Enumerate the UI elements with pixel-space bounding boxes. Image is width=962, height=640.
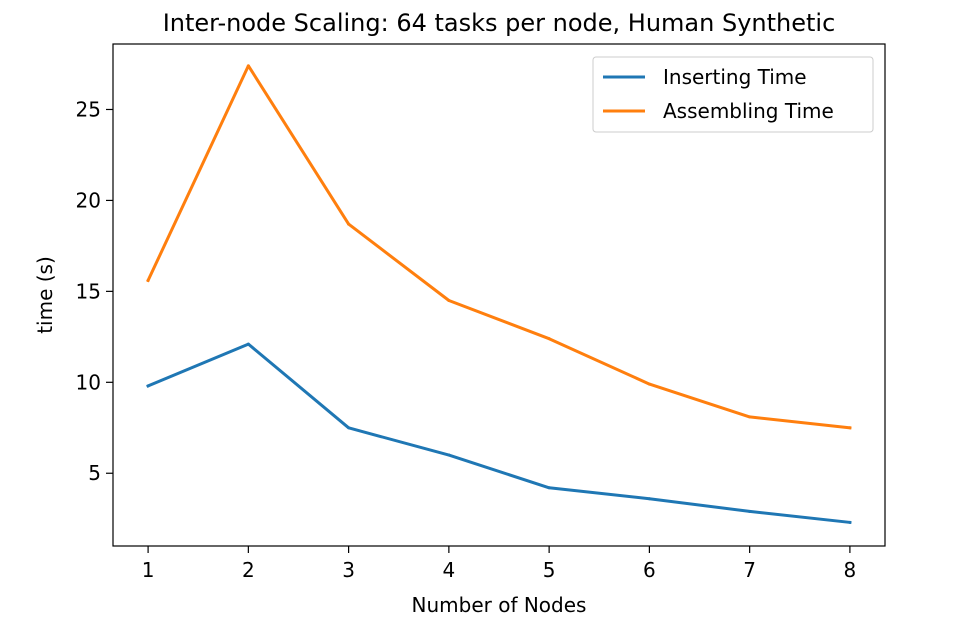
- x-axis-label: Number of Nodes: [412, 593, 587, 617]
- data-point-assembling-time: [246, 64, 250, 68]
- series-layer: [146, 64, 852, 525]
- data-point-inserting-time: [848, 520, 852, 524]
- data-point-inserting-time: [146, 384, 150, 388]
- data-point-assembling-time: [347, 222, 351, 226]
- series-line-inserting-time: [146, 342, 852, 525]
- series-line-assembling-time: [146, 64, 852, 430]
- y-tick-label: 25: [76, 97, 101, 121]
- y-axis-ticks: 5 10 15 20 25: [76, 97, 113, 485]
- data-point-inserting-time: [748, 509, 752, 513]
- y-tick-label: 10: [76, 370, 101, 394]
- data-point-inserting-time: [347, 426, 351, 430]
- data-point-assembling-time: [146, 278, 150, 282]
- x-tick-label: 4: [443, 558, 456, 582]
- legend: Inserting Time Assembling Time: [592, 56, 874, 133]
- x-tick-label: 7: [743, 558, 756, 582]
- x-tick-label: 5: [543, 558, 556, 582]
- data-point-assembling-time: [447, 298, 451, 302]
- y-tick-label: 5: [88, 461, 101, 485]
- y-tick-label: 20: [76, 188, 101, 212]
- x-tick-label: 3: [342, 558, 355, 582]
- legend-label: Assembling Time: [663, 99, 834, 123]
- data-point-inserting-time: [246, 342, 250, 346]
- data-point-inserting-time: [447, 453, 451, 457]
- data-point-assembling-time: [748, 415, 752, 419]
- legend-items: Inserting Time Assembling Time: [603, 65, 834, 123]
- y-tick-label: 15: [76, 279, 101, 303]
- plot-area-frame: [112, 43, 886, 547]
- data-point-inserting-time: [547, 486, 551, 490]
- legend-label: Inserting Time: [663, 65, 807, 89]
- data-point-assembling-time: [647, 382, 651, 386]
- x-tick-label: 2: [242, 558, 255, 582]
- legend-box: [592, 56, 874, 133]
- data-point-inserting-time: [647, 497, 651, 501]
- chart-title: Inter-node Scaling: 64 tasks per node, H…: [163, 9, 836, 37]
- x-axis-ticks: 1 2 3 4 5 6 7 8: [142, 546, 857, 582]
- x-tick-label: 6: [643, 558, 656, 582]
- x-tick-label: 8: [844, 558, 857, 582]
- y-axis-label: time (s): [33, 256, 57, 334]
- x-tick-label: 1: [142, 558, 155, 582]
- data-point-assembling-time: [848, 426, 852, 430]
- data-point-assembling-time: [547, 337, 551, 341]
